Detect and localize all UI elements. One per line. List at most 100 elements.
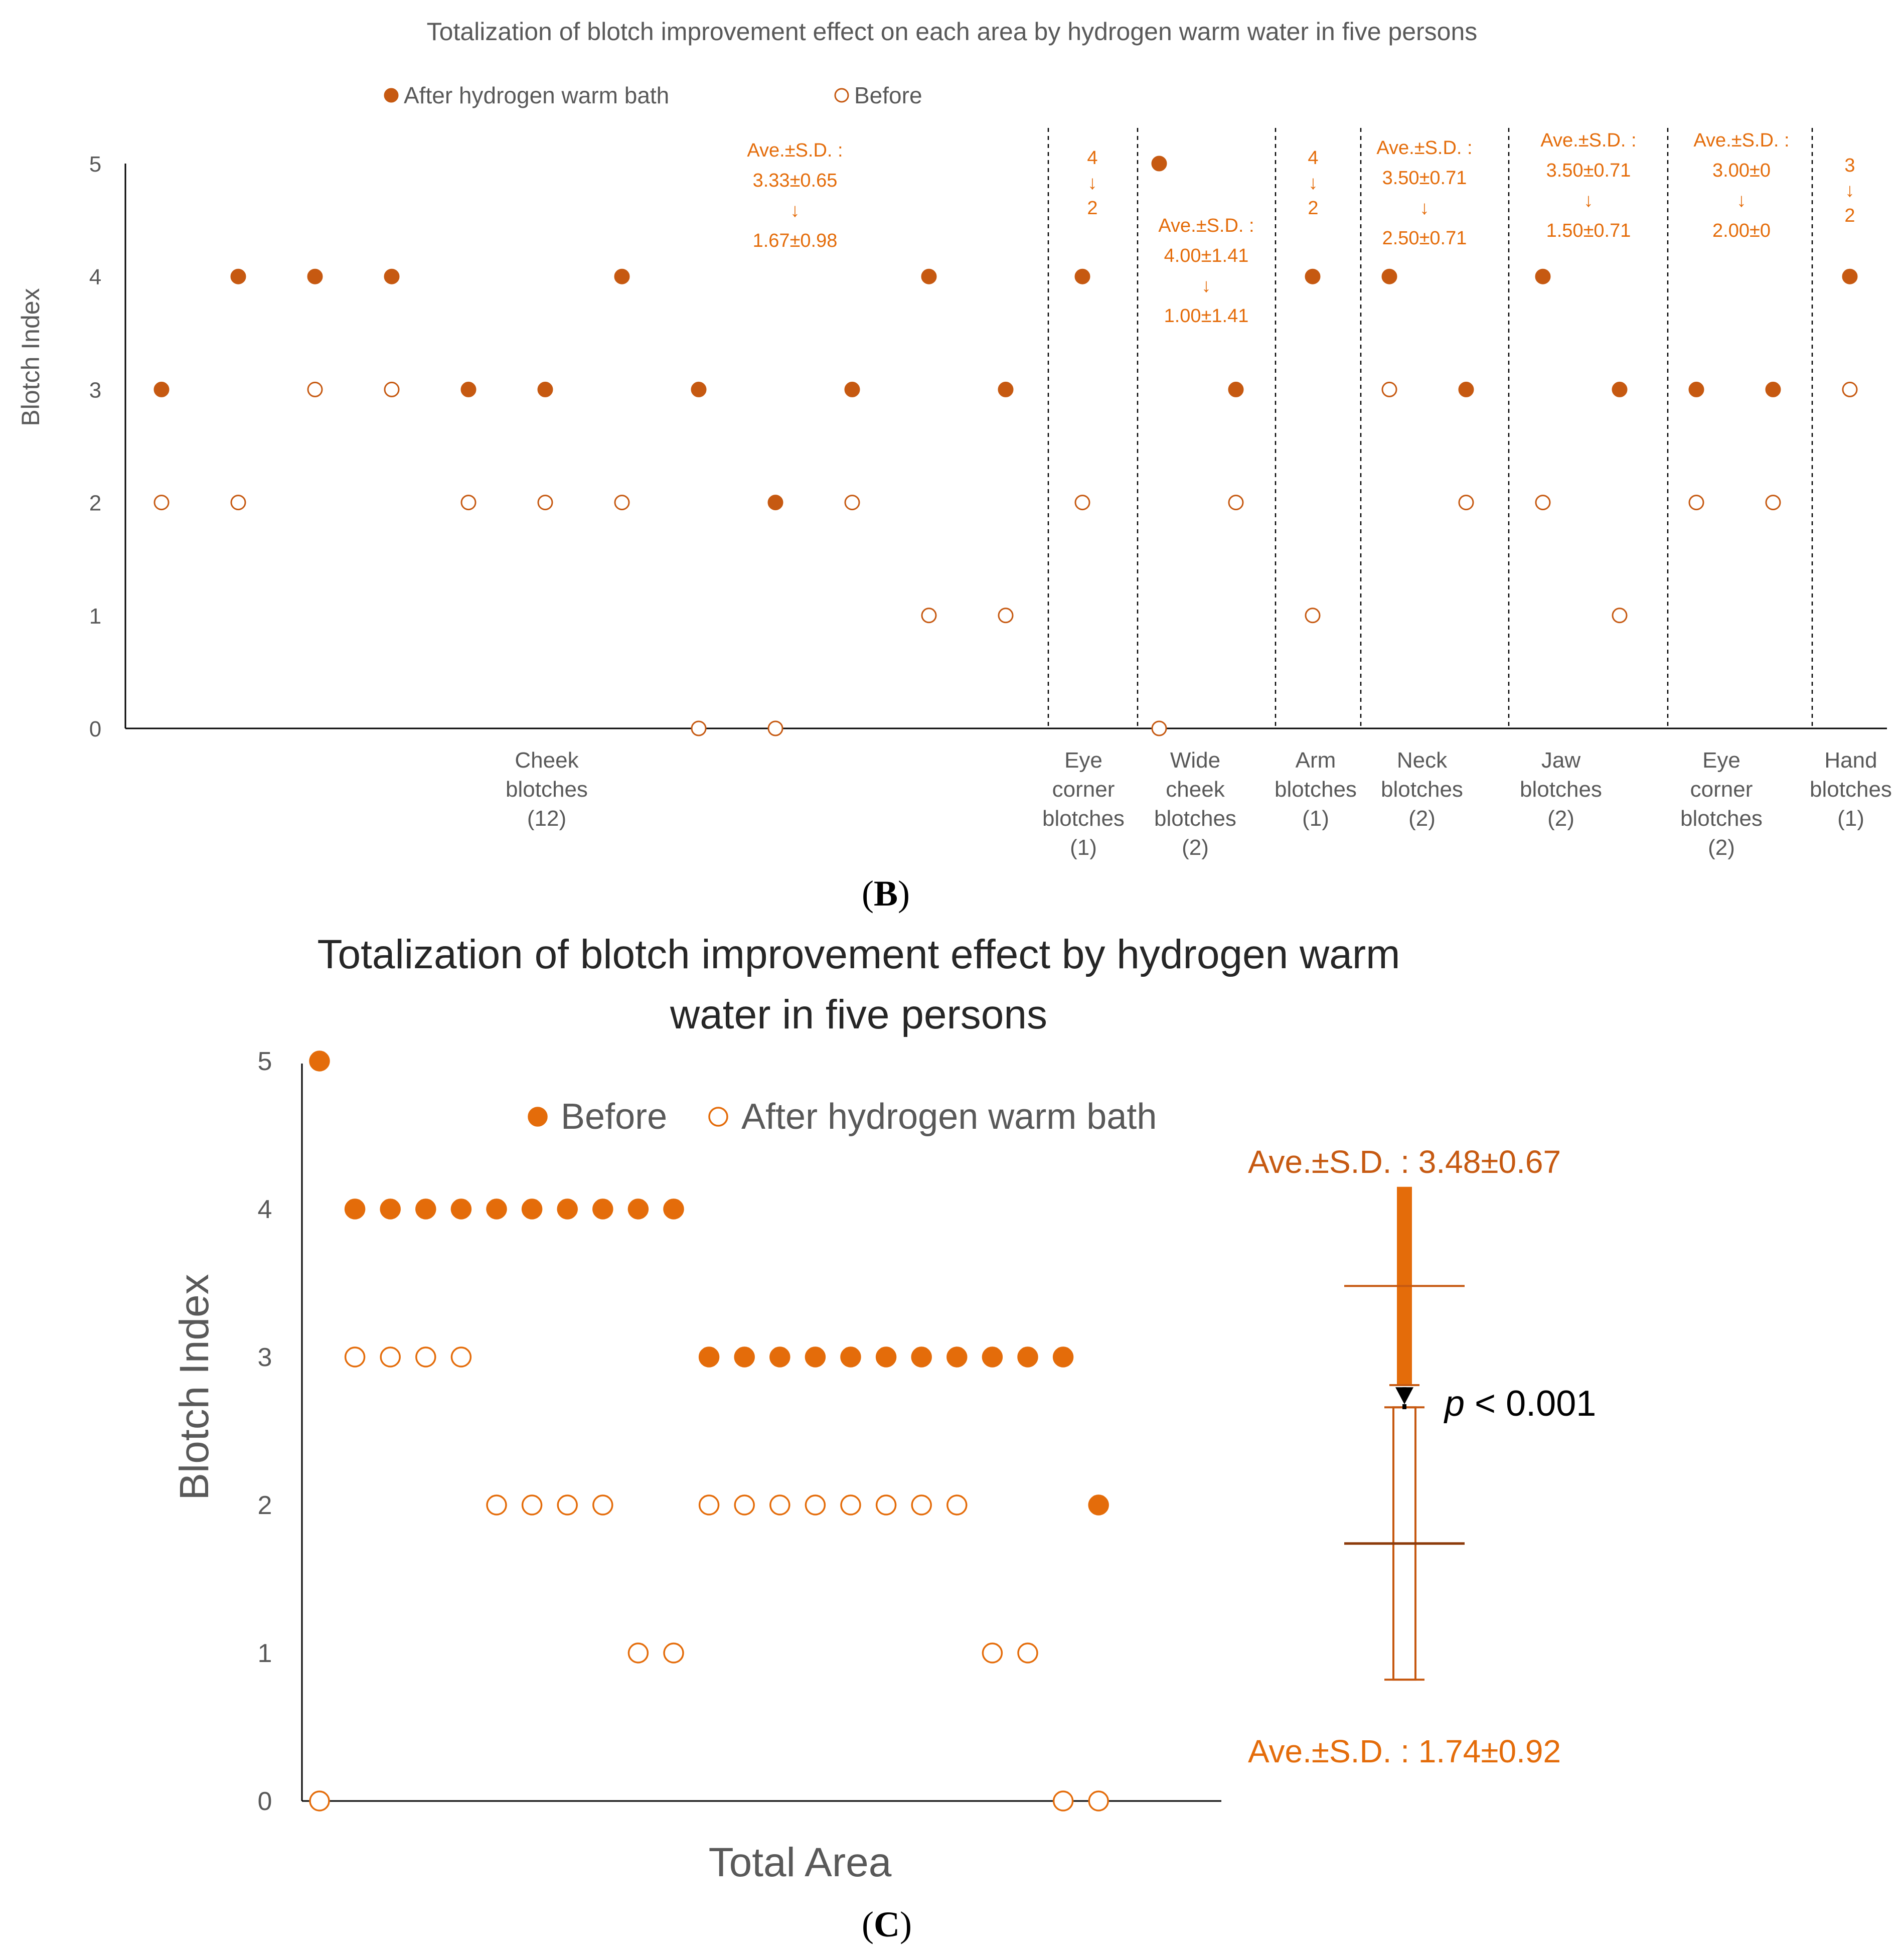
group-label: Wide cheek blotches (2) [1154, 748, 1236, 860]
data-point-after [1074, 268, 1090, 284]
data-point-after [767, 495, 783, 511]
data-point-after [691, 381, 707, 397]
group-label: Cheek blotches (12) [506, 748, 588, 831]
data-point-before [734, 1346, 755, 1368]
data-point-before [911, 1346, 932, 1368]
panel-label-b: (B) [862, 873, 910, 914]
data-point-before [627, 1198, 649, 1220]
data-point-before [1151, 720, 1167, 736]
data-point-after [1088, 1790, 1109, 1812]
data-point-before [307, 381, 323, 397]
data-point-before [805, 1346, 826, 1368]
y-tick-label: 1 [258, 1639, 272, 1668]
data-point-before [309, 1050, 330, 1072]
data-point-before [1228, 495, 1244, 511]
data-point-before [982, 1346, 1003, 1368]
group-label: Eye corner blotches (2) [1680, 748, 1763, 860]
data-point-before [921, 608, 937, 624]
data-point-before [844, 495, 860, 511]
data-point-after [769, 1494, 790, 1516]
data-point-after [1842, 268, 1858, 284]
data-point-after [460, 381, 477, 397]
data-point-before [380, 1198, 401, 1220]
data-point-before [614, 495, 630, 511]
data-point-before [1305, 608, 1321, 624]
data-point-after [537, 381, 553, 397]
data-point-after [627, 1642, 649, 1664]
data-point-after [344, 1346, 366, 1368]
data-point-after [486, 1494, 507, 1516]
p-value-label: p < 0.001 [1444, 1384, 1596, 1424]
chart-title-line-1: Totalization of blotch improvement effec… [318, 932, 1400, 977]
y-tick-label: 3 [89, 378, 101, 402]
legend-marker-1 [834, 88, 849, 103]
data-point-after [614, 268, 630, 284]
y-tick-label: 4 [89, 265, 101, 289]
data-point-after [1535, 268, 1551, 284]
group-annotation: 4 ↓ 2 [1308, 147, 1318, 219]
data-point-before [230, 495, 246, 511]
after-summary-label: Ave.±S.D. : 1.74±0.92 [1248, 1733, 1561, 1769]
data-point-before [1017, 1346, 1038, 1368]
y-tick-label: 5 [89, 152, 101, 177]
y-axis-label: Blotch Index [172, 1274, 217, 1500]
data-point-after [557, 1494, 578, 1516]
y-tick-label: 2 [89, 491, 101, 516]
data-point-after [1765, 381, 1781, 397]
y-tick-label: 4 [258, 1195, 272, 1224]
y-tick-label: 0 [89, 717, 101, 741]
data-point-after [844, 381, 860, 397]
data-point-after [1151, 156, 1167, 172]
data-point-after [592, 1494, 613, 1516]
data-point-after [1228, 381, 1244, 397]
data-point-after [450, 1346, 472, 1368]
data-point-after [921, 268, 937, 284]
x-axis-label: Total Area [709, 1840, 892, 1885]
legend-label-0: After hydrogen warm bath [404, 82, 669, 108]
before-summary-label: Ave.±S.D. : 3.48±0.67 [1248, 1144, 1561, 1180]
data-point-before [537, 495, 553, 511]
group-label: Hand blotches (1) [1810, 748, 1892, 831]
chart-title-line-2: water in five persons [670, 992, 1047, 1037]
data-point-after [1305, 268, 1321, 284]
data-point-after [698, 1494, 720, 1516]
y-tick-label: 5 [258, 1047, 272, 1076]
data-point-before [663, 1198, 684, 1220]
data-point-after [230, 268, 246, 284]
data-point-before [769, 1346, 790, 1368]
y-axis-label: Blotch Index [17, 288, 45, 426]
group-annotation: Ave.±S.D. :3.33±0.65 ↓ 1.67±0.98 [747, 140, 843, 251]
data-point-after [946, 1494, 968, 1516]
data-point-after [415, 1346, 436, 1368]
legend-label-0: Before [561, 1097, 667, 1137]
y-tick-label: 0 [258, 1787, 272, 1816]
y-tick-label: 3 [258, 1343, 272, 1372]
legend-label-1: Before [854, 82, 922, 108]
data-point-after [384, 268, 400, 284]
data-point-before [1765, 495, 1781, 511]
data-point-after [875, 1494, 897, 1516]
chart-c: Totalization of blotch improvement effec… [172, 932, 1596, 1885]
data-point-before [153, 495, 170, 511]
data-point-after [1688, 381, 1704, 397]
legend-marker-1 [708, 1107, 728, 1127]
data-point-before [1052, 1346, 1074, 1368]
data-point-before [460, 495, 477, 511]
data-point-before [592, 1198, 613, 1220]
legend-marker-0 [384, 88, 399, 103]
data-point-before [1381, 381, 1397, 397]
data-point-before [840, 1346, 861, 1368]
data-point-after [521, 1494, 543, 1516]
data-point-before [384, 381, 400, 397]
figure-b: Totalization of blotch improvement effec… [0, 0, 1904, 914]
data-point-before [521, 1198, 543, 1220]
chart-title: Totalization of blotch improvement effec… [427, 18, 1478, 46]
data-point-before [1612, 608, 1628, 624]
group-annotation: Ave.±S.D. :4.00±1.41 ↓ 1.00±1.41 [1158, 215, 1254, 327]
data-point-before [691, 720, 707, 736]
group-annotation: Ave.±S.D. :3.50±0.71 ↓ 2.50±0.71 [1376, 137, 1472, 249]
data-point-after [1458, 381, 1474, 397]
data-point-after [1017, 1642, 1038, 1664]
data-point-after [911, 1494, 932, 1516]
group-label: Arm blotches (1) [1275, 748, 1357, 831]
